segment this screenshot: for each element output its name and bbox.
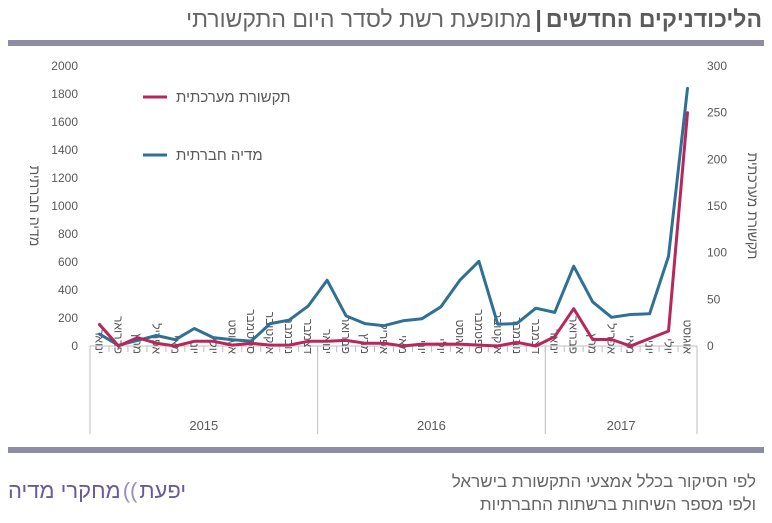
brand-separator: )) bbox=[122, 478, 138, 503]
x-tick-label: נובמבר bbox=[282, 317, 296, 354]
y-left-tick-label: 1400 bbox=[51, 143, 78, 157]
x-tick-label: פברואר bbox=[567, 316, 581, 354]
year-label: 2016 bbox=[417, 418, 446, 433]
x-tick-label: אפריל bbox=[149, 323, 163, 354]
x-tick-label: יולי bbox=[434, 338, 448, 354]
header-divider bbox=[8, 40, 764, 46]
x-tick-label: ינואר bbox=[548, 329, 562, 354]
page-title: הליכודניקים החדשים|מתופעת רשת לסדר היום … bbox=[186, 4, 762, 34]
y-right-axis-label: תקשורת מערכתית bbox=[745, 153, 761, 260]
title-subtitle: מתופעת רשת לסדר היום התקשורתי bbox=[186, 6, 532, 32]
year-label: 2017 bbox=[607, 418, 636, 433]
y-right-tick-label: 50 bbox=[707, 292, 721, 306]
y-left-tick-label: 0 bbox=[71, 339, 78, 353]
y-right-tick-label: 300 bbox=[707, 59, 727, 73]
y-left-tick-label: 1800 bbox=[51, 87, 78, 101]
x-tick-label: אוגוסט bbox=[453, 319, 467, 354]
x-tick-label: אוגוסט bbox=[681, 319, 695, 354]
y-left-tick-label: 400 bbox=[58, 283, 78, 297]
brand-part2: מחקרי מדיה bbox=[8, 478, 121, 503]
y-left-tick-label: 1000 bbox=[51, 199, 78, 213]
line-chart: 0 200 400 600 800 1000 1200 1400 1600 1800 2000 0 50… bbox=[27, 59, 761, 434]
title-separator: | bbox=[535, 6, 542, 32]
x-tick-label: יוני bbox=[415, 340, 429, 354]
y-left-tick-label: 200 bbox=[58, 311, 78, 325]
legend-label: מדיה חברתית bbox=[176, 147, 263, 164]
brand-logo: יפעת))מחקרי מדיה bbox=[8, 478, 186, 504]
x-tick-label: אוקטובר bbox=[263, 312, 277, 355]
footer-divider bbox=[8, 447, 764, 453]
brand-part1: יפעת bbox=[139, 478, 187, 503]
x-tick-label: דצמבר bbox=[529, 319, 543, 354]
footer-note-line1: לפי הסיקור בכלל אמצעי התקשורת בישראל bbox=[451, 472, 756, 491]
x-tick-label: ספטמבר bbox=[472, 309, 486, 354]
x-tick-label: אוקטובר bbox=[491, 312, 505, 355]
x-tick-label: אוגוסט bbox=[225, 319, 239, 354]
x-tick-label: דצמבר bbox=[301, 319, 315, 354]
x-tick-label: נובמבר bbox=[510, 317, 524, 354]
year-label: 2015 bbox=[189, 418, 218, 433]
y-right-tick-label: 0 bbox=[707, 339, 714, 353]
series-line-social bbox=[98, 86, 689, 347]
x-tick-label: פברואר bbox=[111, 316, 125, 354]
footer-note-line2: ולפי מספר השיחות ברשתות החברתיות bbox=[479, 495, 756, 514]
y-right-tick-label: 250 bbox=[707, 106, 727, 120]
legend-label: תקשורת מערכתית bbox=[176, 89, 291, 106]
y-left-tick-label: 2000 bbox=[51, 59, 78, 73]
title-bold: הליכודניקים החדשים bbox=[545, 6, 762, 32]
x-tick-label: ספטמבר bbox=[244, 309, 258, 354]
x-tick-label: מרץ bbox=[586, 333, 600, 354]
y-right-tick-label: 150 bbox=[707, 199, 727, 213]
footer-note: לפי הסיקור בכלל אמצעי התקשורת בישראל ולפ… bbox=[452, 470, 756, 516]
x-tick-label: יוני bbox=[643, 340, 657, 354]
y-right-tick-label: 100 bbox=[707, 246, 727, 260]
x-tick-label: יולי bbox=[662, 338, 676, 354]
y-right-tick-label: 200 bbox=[707, 152, 727, 166]
x-tick-label: אפריל bbox=[377, 323, 391, 354]
y-left-axis-label: מדיה חברתית bbox=[27, 166, 43, 247]
series-line-media bbox=[98, 111, 689, 348]
x-tick-label: פברואר bbox=[339, 316, 353, 354]
y-left-tick-label: 1600 bbox=[51, 115, 78, 129]
y-left-tick-label: 1200 bbox=[51, 171, 78, 185]
y-left-tick-label: 800 bbox=[58, 227, 78, 241]
y-left-tick-label: 600 bbox=[58, 255, 78, 269]
